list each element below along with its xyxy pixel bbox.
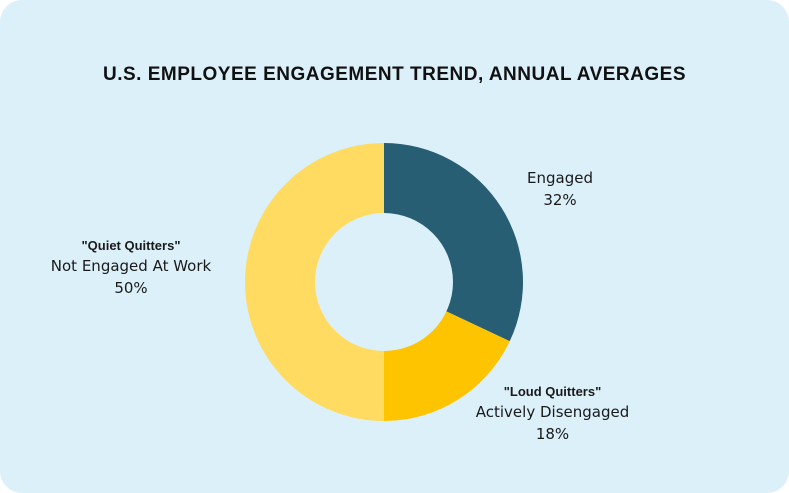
label-actively-disengaged-tag: "Loud Quitters" [503, 384, 602, 399]
slices-group [245, 143, 523, 421]
label-actively-disengaged-name: Actively Disengaged [475, 402, 630, 421]
label-engaged-value: 32% [543, 190, 577, 209]
label-not-engaged-value: 50% [114, 278, 148, 297]
label-not-engaged: "Quiet Quitters" Not Engaged At Work 50% [36, 237, 226, 299]
label-actively-disengaged: "Loud Quitters" Actively Disengaged 18% [460, 383, 645, 445]
label-engaged-name: Engaged [527, 169, 593, 187]
chart-title: U.S. EMPLOYEE ENGAGEMENT TREND, ANNUAL A… [103, 64, 686, 85]
donut-hole [315, 213, 453, 351]
slice-not-engaged-at-work [245, 143, 384, 421]
label-actively-disengaged-value: 18% [535, 424, 570, 443]
label-engaged: Engaged 32% [505, 168, 615, 212]
label-not-engaged-name: Not Engaged At Work [50, 256, 212, 275]
label-not-engaged-tag: "Quiet Quitters" [81, 238, 181, 253]
